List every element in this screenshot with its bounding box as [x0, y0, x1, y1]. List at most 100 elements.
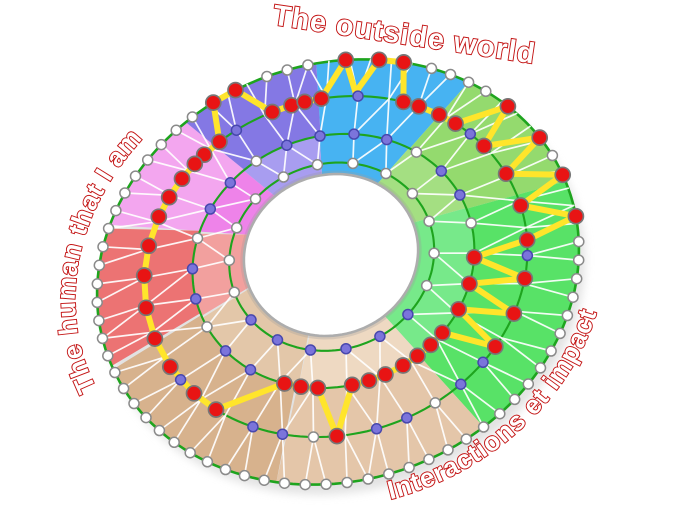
node-white — [554, 327, 566, 340]
profile-node — [360, 372, 378, 389]
node-purple — [304, 344, 317, 356]
node-white — [462, 76, 475, 88]
profile-node — [422, 336, 440, 354]
profile-node — [186, 155, 204, 173]
profile-node — [505, 305, 523, 322]
profile-node — [394, 357, 412, 374]
profile-node — [263, 103, 281, 121]
node-white — [128, 397, 140, 410]
profile-node — [486, 338, 504, 355]
node-white — [423, 215, 435, 227]
node-purple — [370, 423, 383, 435]
node-white — [258, 474, 270, 486]
profile-node — [518, 231, 536, 249]
ring-nodes — [91, 59, 585, 491]
node-white — [278, 477, 291, 489]
profile-node — [447, 115, 464, 132]
profile-node — [465, 248, 483, 266]
profile-node — [185, 384, 203, 402]
profile-node — [173, 170, 191, 188]
node-white — [522, 378, 535, 390]
profile-node — [328, 427, 346, 445]
node-white — [141, 154, 154, 166]
profile-node — [292, 378, 310, 396]
profile-node — [554, 166, 572, 184]
node-white — [567, 291, 579, 303]
node-white — [102, 350, 114, 362]
node-white — [228, 286, 241, 298]
sector-purple-inner — [243, 136, 322, 197]
node-white — [362, 473, 374, 485]
profile-node — [409, 347, 426, 365]
node-white — [299, 478, 311, 491]
profile-node — [140, 237, 158, 255]
node-purple — [219, 345, 232, 357]
sector-red-outer — [97, 228, 201, 366]
node-white — [223, 254, 236, 266]
profile-node — [204, 94, 222, 111]
node-purple — [401, 412, 413, 424]
node-white — [140, 411, 152, 424]
profile-node — [516, 270, 534, 287]
node-white — [460, 433, 473, 445]
node-white — [420, 279, 433, 292]
node-white — [201, 456, 214, 468]
node-white — [91, 296, 103, 309]
node-purple — [271, 334, 284, 346]
node-white — [494, 407, 506, 420]
profile-node — [146, 330, 164, 347]
profile-node — [207, 401, 225, 418]
node-white — [534, 362, 547, 374]
node-white — [383, 468, 395, 480]
node-white — [102, 222, 115, 235]
node-purple — [244, 364, 257, 376]
node-purple — [340, 342, 352, 355]
node-white — [403, 461, 415, 474]
node-white — [93, 259, 106, 272]
node-white — [341, 476, 353, 489]
node-white — [97, 241, 109, 253]
profile-node — [337, 51, 355, 69]
profile-node — [296, 93, 314, 111]
node-white — [573, 235, 585, 248]
node-purple — [348, 128, 360, 140]
node-white — [184, 446, 196, 459]
profile-node — [343, 376, 361, 394]
node-white — [425, 62, 438, 75]
node-white — [96, 332, 109, 345]
profile-node — [276, 375, 293, 392]
node-white — [508, 393, 521, 406]
node-purple — [245, 314, 257, 326]
node-purple — [521, 249, 534, 262]
node-white — [546, 149, 559, 162]
node-white — [109, 366, 121, 379]
node-purple — [174, 374, 187, 386]
node-white — [261, 70, 273, 83]
node-purple — [374, 330, 386, 343]
node-purple — [455, 378, 467, 390]
node-white — [119, 187, 131, 199]
ring-line-1 — [228, 161, 436, 352]
sector-tan-light-outer — [276, 355, 484, 485]
node-purple — [247, 421, 259, 433]
profile-node — [567, 207, 585, 225]
node-white — [153, 424, 166, 437]
node-white — [442, 444, 454, 456]
node-white — [230, 222, 243, 234]
profile-node — [137, 299, 155, 317]
node-white — [423, 453, 435, 466]
profile-node — [450, 300, 467, 318]
node-purple — [281, 139, 293, 151]
profile-node — [211, 133, 228, 151]
profile-node — [434, 324, 451, 342]
node-white — [250, 155, 263, 167]
node-white — [429, 397, 441, 409]
node-purple — [464, 128, 477, 140]
node-white — [277, 171, 290, 183]
node-white — [91, 278, 104, 290]
node-purple — [314, 130, 326, 142]
profile-node — [227, 81, 244, 99]
node-white — [380, 167, 392, 180]
